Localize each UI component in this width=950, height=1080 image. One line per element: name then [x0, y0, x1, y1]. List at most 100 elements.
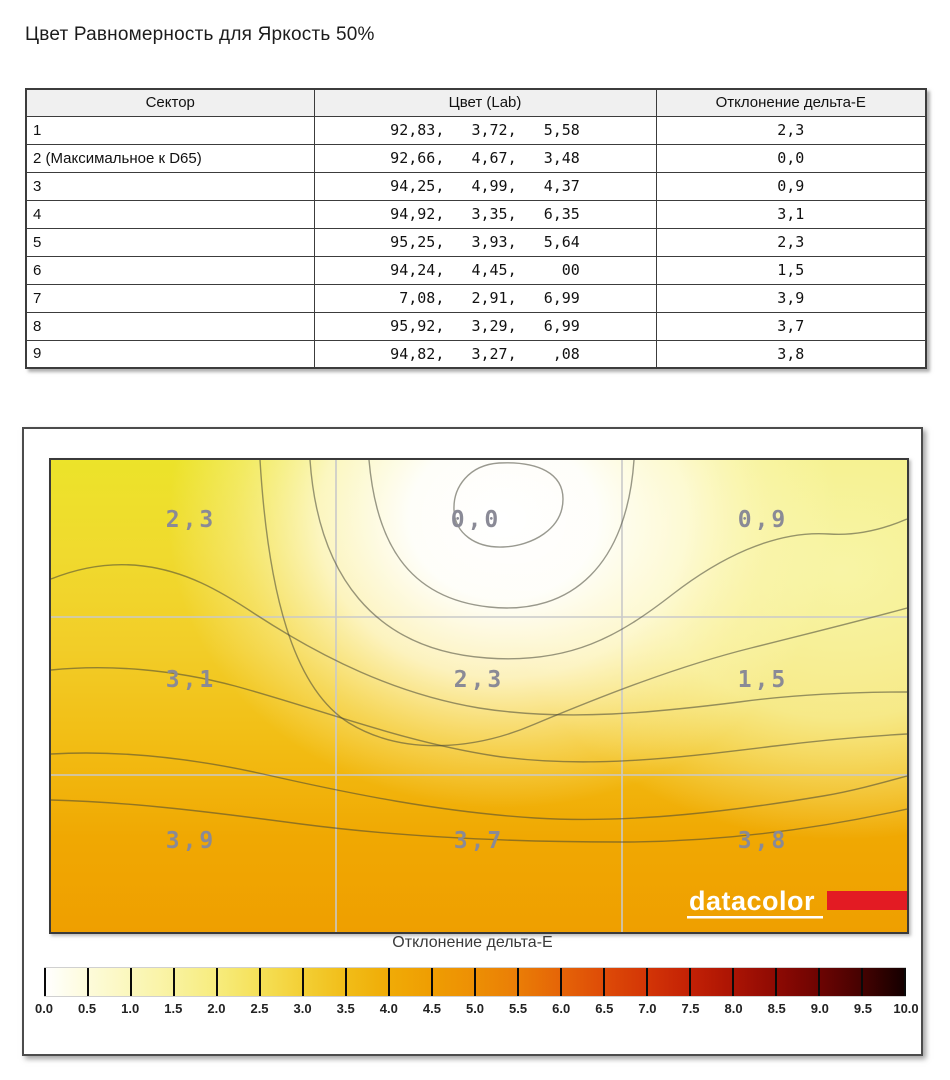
colorbar-tick-label: 4.5 [422, 1001, 441, 1016]
cell-label: 1,5 [738, 667, 789, 693]
colorbar-tick-label: 6.5 [595, 1001, 614, 1016]
colorbar-tick-label: 1.0 [121, 1001, 140, 1016]
cell-label: 3,1 [166, 667, 217, 693]
colorbar-tick [560, 968, 562, 996]
sector-cell: 2 (Максимальное к D65) [25, 143, 315, 173]
colorbar-tick [818, 968, 820, 996]
colorbar-tick-label: 0.5 [78, 1001, 97, 1016]
colorbar-title: Отклонение дельта-E [392, 934, 553, 951]
uniformity-heatmap-panel: 2,3 0,0 0,9 3,1 2,3 1,5 3,9 3,7 3,8 data… [22, 427, 923, 1056]
contour-heatmap: 2,3 0,0 0,9 3,1 2,3 1,5 3,9 3,7 3,8 data… [49, 458, 909, 934]
sector-cell: 1 [25, 115, 315, 145]
colorbar-gradient [44, 967, 906, 997]
cell-label: 0,0 [451, 507, 502, 533]
contour-lines [51, 460, 907, 843]
colorbar-tick-label: 1.5 [164, 1001, 183, 1016]
delta-cell: 0,9 [655, 171, 927, 201]
lab-cell: 95,25, 3,93, 5,64 [313, 227, 657, 257]
table-row: 5 95,25, 3,93, 5,64 2,3 [25, 227, 927, 257]
datacolor-logo: datacolor [687, 886, 907, 919]
datacolor-logo-text: datacolor [689, 886, 815, 916]
colorbar-tick [259, 968, 261, 996]
lab-cell: 94,25, 4,99, 4,37 [313, 171, 657, 201]
table-row: 2 (Максимальное к D65) 92,66, 4,67, 3,48… [25, 143, 927, 173]
colorbar-tick [44, 968, 46, 996]
colorbar-tick-label: 7.0 [638, 1001, 657, 1016]
colorbar-tick [216, 968, 218, 996]
delta-cell: 3,9 [655, 283, 927, 313]
delta-cell: 2,3 [655, 115, 927, 145]
table-row: 4 94,92, 3,35, 6,35 3,1 [25, 199, 927, 229]
cell-label: 0,9 [738, 507, 789, 533]
colorbar-tick [775, 968, 777, 996]
colorbar-tick [689, 968, 691, 996]
grid-lines [51, 460, 907, 932]
delta-cell: 2,3 [655, 227, 927, 257]
lab-cell: 92,66, 4,67, 3,48 [313, 143, 657, 173]
colorbar-tick [130, 968, 132, 996]
lab-cell: 94,92, 3,35, 6,35 [313, 199, 657, 229]
table-row: 1 92,83, 3,72, 5,58 2,3 [25, 115, 927, 145]
sector-cell: 3 [25, 171, 315, 201]
datacolor-logo-red-block [827, 891, 907, 910]
sector-table: Сектор Цвет (Lab) Отклонение дельта-E 1 … [25, 88, 927, 369]
table-row: 9 94,82, 3,27, ,08 3,8 [25, 339, 927, 369]
cell-label: 3,8 [738, 828, 789, 854]
colorbar-tick [388, 968, 390, 996]
colorbar-tick-label: 5.5 [509, 1001, 528, 1016]
cell-label: 2,3 [454, 667, 505, 693]
delta-cell: 0,0 [655, 143, 927, 173]
colorbar-tick [87, 968, 89, 996]
colorbar-tick [603, 968, 605, 996]
colorbar-tick-label: 6.0 [552, 1001, 571, 1016]
delta-cell: 1,5 [655, 255, 927, 285]
sector-cell: 4 [25, 199, 315, 229]
sector-cell: 8 [25, 311, 315, 341]
colorbar-tick-label: 0.0 [34, 1001, 54, 1016]
colorbar-tick-labels: 0.0 0.5 1.0 1.5 2.0 2.5 3.0 3.5 4.0 4.5 … [35, 1001, 919, 1019]
colorbar-tick [345, 968, 347, 996]
sector-cell: 5 [25, 227, 315, 257]
table-row: 7 7,08, 2,91, 6,99 3,9 [25, 283, 927, 313]
colorbar-tick [646, 968, 648, 996]
page-title: Цвет Равномерность для Яркость 50% [25, 24, 375, 45]
colorbar-tick [904, 968, 906, 996]
colorbar-tick-label: 3.5 [336, 1001, 355, 1016]
colorbar-tick [173, 968, 175, 996]
colorbar-tick [861, 968, 863, 996]
colorbar-tick [732, 968, 734, 996]
lab-cell: 7,08, 2,91, 6,99 [313, 283, 657, 313]
colorbar-tick [474, 968, 476, 996]
colorbar-tick-label: 8.0 [724, 1001, 743, 1016]
colorbar-tick-label: 2.5 [250, 1001, 269, 1016]
colorbar-tick [517, 968, 519, 996]
colorbar-tick-label: 2.0 [207, 1001, 226, 1016]
cell-label: 2,3 [166, 507, 217, 533]
colorbar-tick-label: 8.5 [767, 1001, 786, 1016]
delta-cell: 3,1 [655, 199, 927, 229]
colorbar-tick-label: 5.0 [465, 1001, 485, 1016]
colorbar-tick [302, 968, 304, 996]
cell-label: 3,9 [166, 828, 217, 854]
datacolor-logo-underline [687, 916, 823, 919]
cell-value-labels: 2,3 0,0 0,9 3,1 2,3 1,5 3,9 3,7 3,8 [166, 507, 789, 854]
header-lab: Цвет (Lab) [313, 88, 657, 117]
lab-cell: 94,82, 3,27, ,08 [313, 339, 657, 369]
heatmap-svg: 2,3 0,0 0,9 3,1 2,3 1,5 3,9 3,7 3,8 data… [51, 460, 907, 932]
table-row: 3 94,25, 4,99, 4,37 0,9 [25, 171, 927, 201]
table-row: 8 95,92, 3,29, 6,99 3,7 [25, 311, 927, 341]
table-header-row: Сектор Цвет (Lab) Отклонение дельта-E [25, 88, 927, 117]
sector-cell: 7 [25, 283, 315, 313]
header-sector: Сектор [25, 88, 315, 117]
sector-cell: 9 [25, 339, 315, 369]
colorbar-tick-label: 7.5 [681, 1001, 700, 1016]
colorbar-tick-label: 9.0 [810, 1001, 829, 1016]
lab-cell: 95,92, 3,29, 6,99 [313, 311, 657, 341]
lab-cell: 92,83, 3,72, 5,58 [313, 115, 657, 145]
table-row: 6 94,24, 4,45, 00 1,5 [25, 255, 927, 285]
colorbar-tick-label: 4.0 [379, 1001, 398, 1016]
lab-cell: 94,24, 4,45, 00 [313, 255, 657, 285]
colorbar-tick-label: 9.5 [853, 1001, 872, 1016]
cell-label: 3,7 [454, 828, 505, 854]
header-delta: Отклонение дельта-E [655, 88, 927, 117]
